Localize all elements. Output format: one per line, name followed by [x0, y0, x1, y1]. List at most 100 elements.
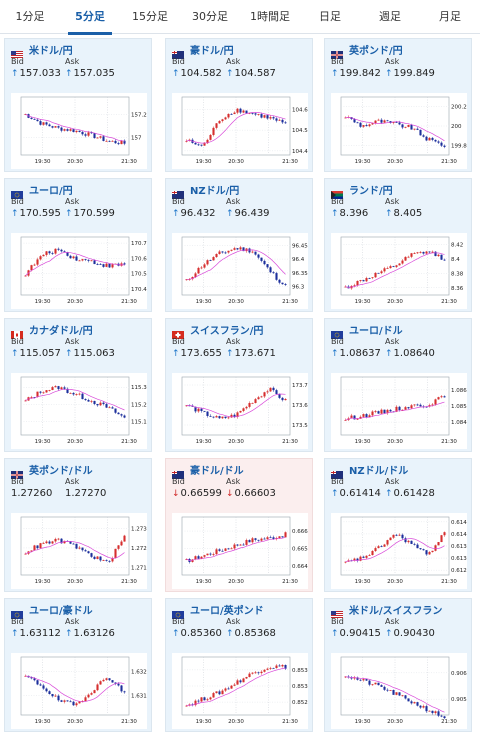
candle-body — [239, 247, 242, 250]
tab-6[interactable]: 週足 — [379, 10, 401, 23]
pair-name[interactable]: ランド/円 — [349, 186, 393, 197]
bid-number: 104.582 — [180, 68, 222, 79]
rate-card[interactable]: 米ドル/スイスフラン Bid Ask ↑0.90415 ↑0.90430 0.906 0.9… — [324, 598, 472, 732]
candlestick-chart[interactable]: 0.6145 0.614 0.6135 0.613 0.6125 19:30 20:30 21… — [331, 513, 467, 589]
pair-name[interactable]: NZドル/ドル — [349, 466, 409, 477]
candle-body — [87, 259, 90, 261]
candle-body — [278, 279, 281, 283]
bid-number: 1.27260 — [11, 488, 53, 499]
pair-name[interactable]: NZドル/円 — [190, 186, 240, 197]
pair-name[interactable]: スイスフラン/円 — [190, 326, 264, 337]
candle-body — [383, 120, 386, 123]
rate-card[interactable]: NZドル/円 Bid Ask ↑96.432 ↑96.439 96.45 96.4 96.35… — [165, 178, 313, 312]
rate-card[interactable]: カナダドル/円 Bid Ask ↑115.057 ↑115.063 115.3 115.2 1… — [4, 318, 152, 452]
bid-value: ↑1.08637 — [331, 348, 381, 359]
candle-body — [257, 114, 260, 115]
candlestick-chart[interactable]: 1.632 1.631 19:30 20:30 21:30 — [11, 653, 147, 729]
candle-body — [212, 257, 215, 261]
candlestick-chart[interactable]: 96.45 96.4 96.35 96.3 19:30 20:30 21:30 — [172, 233, 308, 309]
bid-number: 8.396 — [339, 208, 369, 219]
rate-card[interactable]: 英ポンド/円 Bid Ask ↑199.842 ↑199.849 200.2 200 199.… — [324, 38, 472, 172]
rate-card[interactable]: 豪ドル/円 Bid Ask ↑104.582 ↑104.587 104.6 104.5 104… — [165, 38, 313, 172]
candlestick-chart[interactable]: 1.086 1.085 1.084 19:30 20:30 21:30 — [331, 373, 467, 449]
candle-body — [111, 558, 114, 562]
candlestick-chart[interactable]: 8.42 8.4 8.38 8.36 19:30 20:30 21:30 — [331, 233, 467, 309]
candle-body — [60, 127, 63, 131]
arrow-up-icon: ↑ — [385, 69, 393, 79]
candle-body — [81, 259, 84, 261]
rate-card[interactable]: NZドル/ドルBidAsk↑0.61414↑0.614280.61450.614… — [324, 458, 472, 592]
pair-name[interactable]: 英ポンド/円 — [349, 46, 403, 57]
x-tick-label: 21:30 — [121, 579, 137, 585]
candlestick-chart[interactable]: 0.8535 0.853 0.8525 19:30 20:30 21:30 — [172, 653, 308, 729]
candle-body — [281, 665, 284, 667]
candlestick-chart[interactable]: 173.7 173.6 173.5 19:30 20:30 21:30 — [172, 373, 308, 449]
pair-name[interactable]: 英ポンド/ドル — [29, 466, 93, 477]
candle-body — [78, 701, 81, 704]
bid-number: 170.595 — [19, 208, 61, 219]
candle-body — [344, 420, 347, 421]
candle-body — [224, 117, 227, 120]
ask-number: 1.63126 — [73, 628, 115, 639]
rate-card[interactable]: ユーロ/英ポンドBidAsk↑0.85360↑0.853680.85350.85… — [165, 598, 313, 732]
plot-area — [181, 376, 291, 436]
plot-area — [181, 236, 291, 296]
candlestick-chart[interactable]: 0.906 0.905 19:30 20:30 21:30 — [331, 653, 467, 729]
candlestick-chart[interactable]: 115.3 115.2 115.1 19:30 20:30 21:30 — [11, 373, 147, 449]
tab-3[interactable]: 30分足 — [192, 10, 228, 23]
rate-card[interactable]: ユーロ/ドル Bid Ask ↑1.08637 ↑1.08640 1.086 1.085 1.… — [324, 318, 472, 452]
candlestick-chart[interactable]: 104.6 104.5 104.4 19:30 20:30 21:30 — [172, 93, 308, 169]
pair-name[interactable]: 豪ドル/ドル — [190, 466, 244, 477]
pair-name[interactable]: ユーロ/ドル — [349, 326, 403, 337]
pair-name[interactable]: ユーロ/豪ドル — [29, 606, 93, 617]
pair-name[interactable]: 豪ドル/円 — [190, 46, 234, 57]
candlestick-chart[interactable]: 200.2 200 199.8 19:30 20:30 21:30 — [331, 93, 467, 169]
rate-card[interactable]: ユーロ/豪ドル Bid Ask ↑1.63112 ↑1.63126 1.632 1.631 1… — [4, 598, 152, 732]
pair-name[interactable]: ユーロ/円 — [29, 186, 73, 197]
candle-body — [221, 119, 224, 122]
candle-body — [69, 701, 72, 703]
candle-body — [374, 548, 377, 551]
candle-body — [398, 122, 401, 125]
candle-body — [87, 694, 90, 698]
tab-7[interactable]: 月足 — [439, 10, 461, 23]
candle-body — [356, 418, 359, 420]
candlestick-chart[interactable]: 1.273 1.272 1.271 19:30 20:30 21:30 — [11, 513, 147, 589]
candle-body — [212, 127, 215, 135]
candle-body — [389, 409, 392, 412]
tab-2[interactable]: 15分足 — [132, 10, 168, 23]
tab-4[interactable]: 1時間足 — [250, 10, 290, 23]
rate-card[interactable]: スイスフラン/円 Bid Ask ↑173.655 ↑173.671 173.7 173.6… — [165, 318, 313, 452]
candle-body — [99, 402, 102, 406]
candlestick-chart[interactable]: 157.2 157 19:30 20:30 21:30 — [11, 93, 147, 169]
candle-body — [209, 134, 212, 140]
rate-card[interactable]: 米ドル/円 Bid Ask ↑157.033 ↑157.035 157.2 157 19:30… — [4, 38, 152, 172]
tab-0[interactable]: 1分足 — [15, 10, 45, 23]
rate-card[interactable]: ランド/円 Bid Ask ↑8.396 ↑8.405 8.42 8.4 8.38 8.36 19… — [324, 178, 472, 312]
candle-body — [48, 390, 51, 391]
pair-name[interactable]: カナダドル/円 — [29, 326, 93, 337]
pair-name[interactable]: 米ドル/円 — [29, 46, 73, 57]
candle-body — [78, 393, 81, 395]
candle-body — [410, 540, 413, 544]
candle-body — [233, 544, 236, 549]
candle-body — [269, 537, 272, 539]
candle-body — [431, 251, 434, 253]
pair-name[interactable]: ユーロ/英ポンド — [190, 606, 264, 617]
candle-body — [362, 125, 365, 127]
x-tick-label: 21:30 — [282, 299, 298, 305]
timeframe-tabs: 1分足 5分足 15分足 30分足 1時間足 日足 週足 月足 — [0, 0, 480, 35]
rate-card[interactable]: 英ポンド/ドル Bid Ask 1.27260 1.27270 1.273 1.272 1.2… — [4, 458, 152, 592]
candlestick-chart[interactable]: 0.666 0.665 0.664 19:30 20:30 21:30 — [172, 513, 308, 589]
tab-1[interactable]: 5分足 — [60, 0, 120, 35]
y-tick-label: 8.4 — [451, 257, 460, 263]
candle-body — [102, 560, 105, 561]
rate-card[interactable]: 豪ドル/ドル Bid Ask ↓0.66599 ↓0.66603 0.666 0.665 0.… — [165, 458, 313, 592]
tab-5[interactable]: 日足 — [319, 10, 341, 23]
rate-card[interactable]: ユーロ/円 Bid Ask ↑170.595 ↑170.599 170.7 170.6 170… — [4, 178, 152, 312]
candlestick-chart[interactable]: 170.7 170.6 170.5 170.4 19:30 20:30 21:30 — [11, 233, 147, 309]
pair-name[interactable]: 米ドル/スイスフラン — [349, 606, 443, 617]
candle-body — [93, 260, 96, 265]
candle-body — [272, 387, 275, 391]
candle-body — [221, 690, 224, 695]
